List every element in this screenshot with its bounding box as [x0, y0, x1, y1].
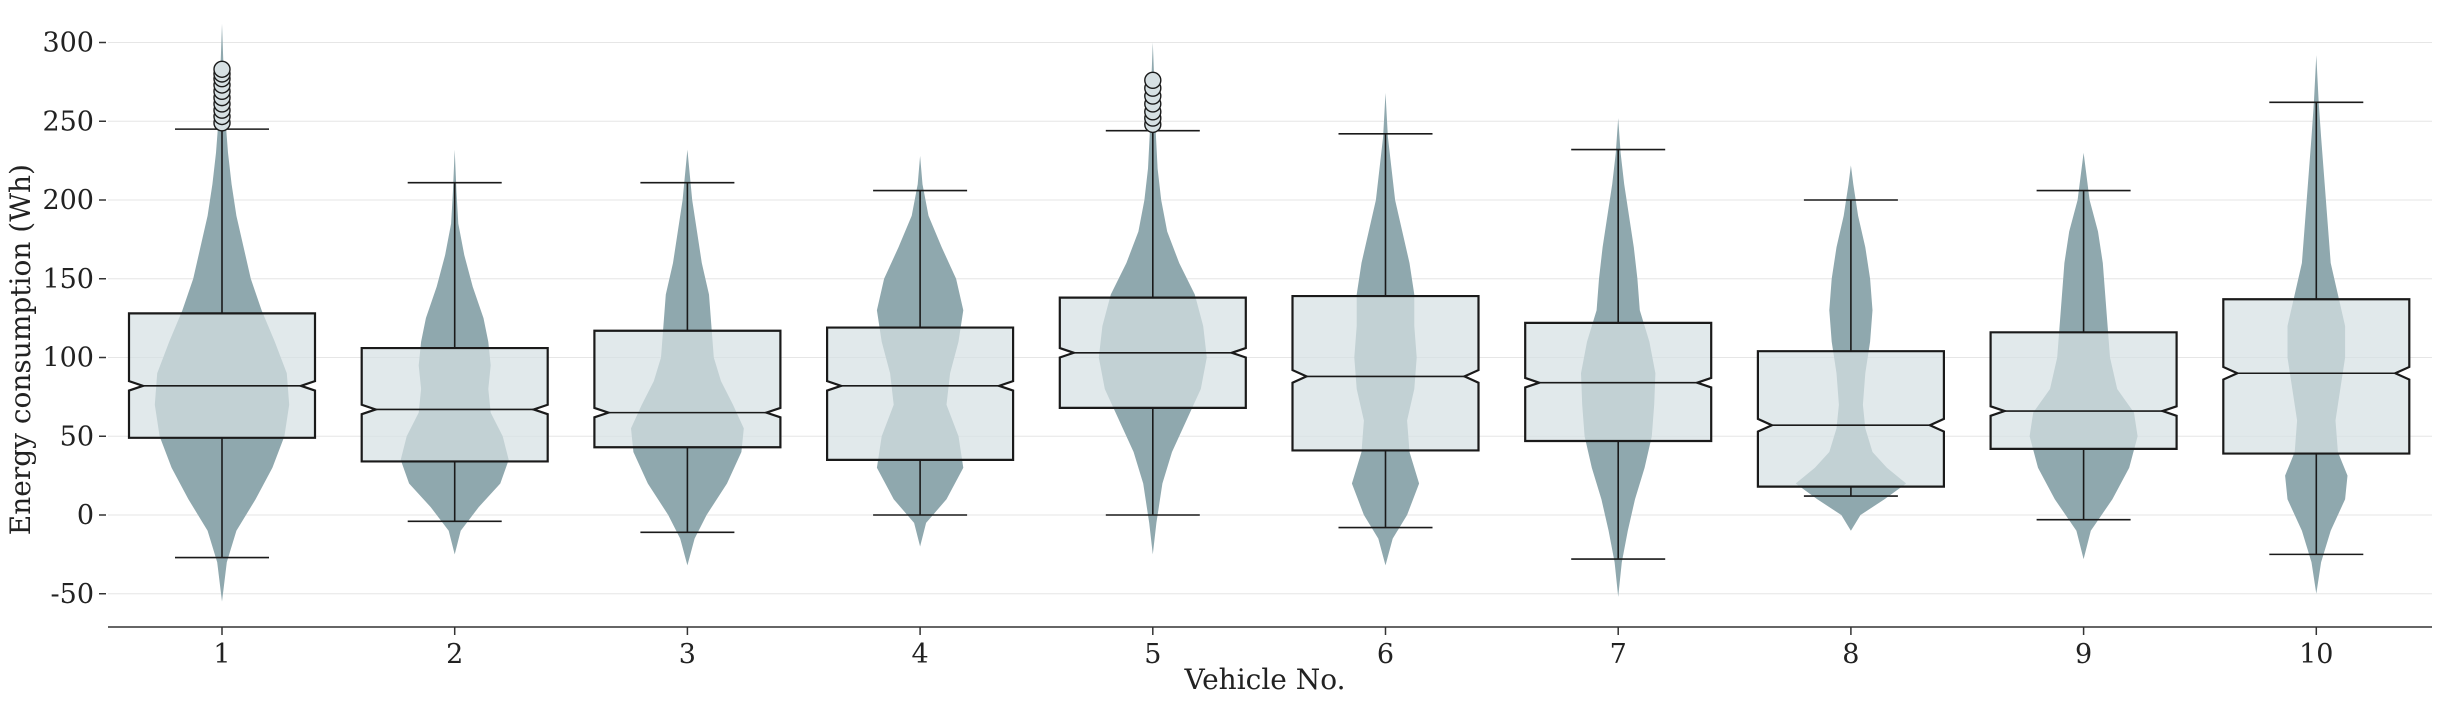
box	[825, 326, 1015, 461]
y-tick-label: 0	[77, 500, 94, 531]
y-tick-label: 200	[42, 185, 94, 216]
x-tick-label: 9	[2075, 639, 2092, 670]
x-tick-label: 6	[1377, 639, 1394, 670]
y-tick-label: 100	[42, 343, 94, 374]
y-tick-label: 300	[42, 28, 94, 59]
x-tick-label: 1	[213, 639, 230, 670]
box	[1291, 294, 1480, 452]
x-tick-label: 2	[446, 639, 463, 670]
y-tick-label: 150	[42, 264, 94, 295]
x-tick-label: 7	[1610, 639, 1627, 670]
box	[1989, 331, 2178, 450]
x-axis-title: Vehicle No.	[1183, 663, 1345, 696]
y-tick-label: -50	[51, 579, 94, 610]
box	[360, 346, 549, 463]
x-tick-label: 3	[679, 639, 696, 670]
outlier-point	[1144, 71, 1162, 90]
x-tick-label: 5	[1144, 639, 1161, 670]
x-tick-label: 4	[912, 639, 929, 670]
box	[127, 312, 317, 439]
y-tick-label: 250	[42, 106, 94, 137]
box	[1756, 350, 1946, 488]
box	[593, 329, 782, 449]
tick-labels: -50 0 50 100 150 200 250 300 1 2 3 4 5 6 7 8 9 10	[42, 28, 2333, 671]
x-tick-label: 10	[2299, 639, 2333, 670]
box	[2222, 298, 2411, 455]
x-tick-label: 8	[1842, 639, 1859, 670]
y-tick-label: 50	[60, 421, 94, 452]
boxplots	[127, 60, 2411, 560]
y-axis-title: Energy consumption (Wh)	[4, 164, 37, 535]
outlier-point	[213, 60, 231, 78]
